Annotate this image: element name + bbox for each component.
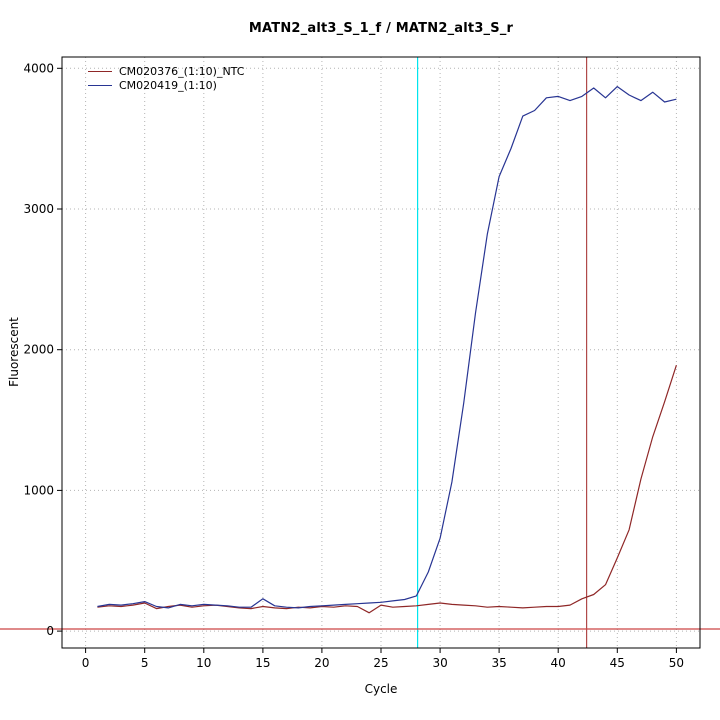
svg-text:0: 0 — [82, 656, 90, 670]
legend-item-sample: CM020419_(1:10) — [88, 78, 244, 92]
legend: CM020376_(1:10)_NTC CM020419_(1:10) — [88, 64, 244, 92]
svg-text:20: 20 — [314, 656, 329, 670]
svg-text:3000: 3000 — [23, 202, 54, 216]
svg-text:30: 30 — [432, 656, 447, 670]
chart-title: MATN2_alt3_S_1_f / MATN2_alt3_S_r — [248, 21, 514, 36]
line-swatch-blue — [88, 84, 112, 86]
svg-text:2000: 2000 — [23, 343, 54, 357]
svg-text:4000: 4000 — [23, 61, 54, 75]
svg-text:10: 10 — [196, 656, 211, 670]
line-swatch-red — [88, 70, 112, 72]
svg-text:5: 5 — [141, 656, 149, 670]
svg-text:15: 15 — [255, 656, 270, 670]
legend-label: CM020419_(1:10) — [119, 78, 217, 92]
x-axis-label: Cycle — [364, 682, 398, 696]
legend-item-ntc: CM020376_(1:10)_NTC — [88, 64, 244, 78]
svg-text:50: 50 — [669, 656, 684, 670]
svg-text:35: 35 — [491, 656, 506, 670]
svg-text:25: 25 — [373, 656, 388, 670]
svg-text:45: 45 — [610, 656, 625, 670]
y-axis-label: Fluorescent — [7, 317, 21, 387]
svg-text:1000: 1000 — [23, 483, 54, 497]
svg-text:0: 0 — [46, 624, 54, 638]
legend-label: CM020376_(1:10)_NTC — [119, 64, 245, 78]
svg-text:40: 40 — [551, 656, 566, 670]
